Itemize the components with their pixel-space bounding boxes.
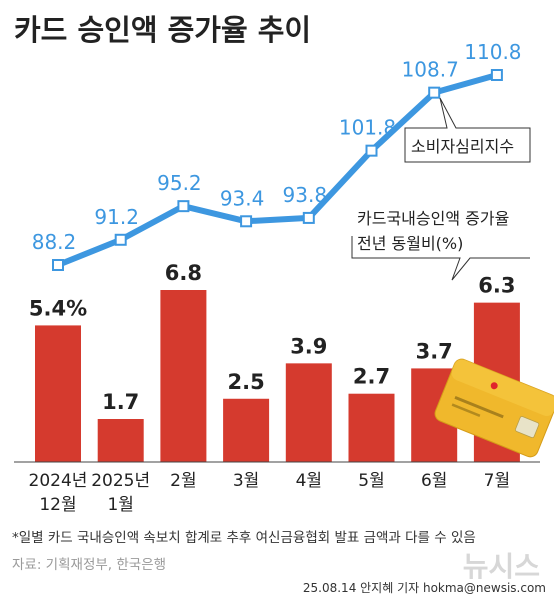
line-point-7 xyxy=(490,69,503,81)
x-tick-label-1-1: 1월 xyxy=(107,495,133,515)
x-tick-label-5-0: 5월 xyxy=(358,471,384,491)
line-point-4 xyxy=(302,211,315,224)
x-tick-label-0-0: 2024년 xyxy=(29,471,88,491)
credit: 25.08.14 안지혜 기자 hokma@newsis.com xyxy=(303,581,546,595)
line-callout-bubble xyxy=(404,97,531,163)
line-point-6 xyxy=(428,86,441,99)
bar-value-label-4: 3.9 xyxy=(290,334,327,358)
line-point-0 xyxy=(52,259,64,271)
x-tick-label-3-0: 3월 xyxy=(233,471,259,491)
line-callout: 소비자심리지수 xyxy=(404,97,531,163)
line-value-label-1: 91.2 xyxy=(94,205,139,229)
bar-callout-line2: 전년 동월비(%) xyxy=(357,234,463,253)
line-value-label-5: 101.8 xyxy=(339,116,396,140)
bar-3 xyxy=(223,398,270,462)
line-value-label-2: 95.2 xyxy=(157,171,202,195)
newsis-watermark: 뉴시스 xyxy=(366,548,542,583)
line-value-label-7: 110.8 xyxy=(464,40,521,64)
bar-0 xyxy=(35,325,81,462)
x-tick-label-7-0: 7월 xyxy=(484,471,510,491)
line-point-2 xyxy=(177,200,190,213)
x-tick-label-4-0: 4월 xyxy=(296,471,322,491)
x-tick-label-0-1: 12월 xyxy=(39,495,76,515)
line-path xyxy=(56,72,498,268)
x-tick-label-6-0: 6월 xyxy=(421,471,447,491)
line-callout-text: 소비자심리지수 xyxy=(411,137,514,156)
bar-callout: 카드국내승인액 증가율 전년 동월비(%) xyxy=(351,209,530,281)
line-value-label-4: 93.8 xyxy=(283,183,328,207)
bar-value-label-3: 2.5 xyxy=(227,370,264,394)
bar-value-label-2: 6.8 xyxy=(165,261,202,285)
bar-callout-bubble xyxy=(351,236,530,281)
source: 자료: 기획재정부, 한국은행 xyxy=(12,557,166,573)
bar-value-label-6: 3.7 xyxy=(416,339,453,363)
x-axis: 2024년 12월 2025년 1월 2월 3월 4월 5월 6월 7월 xyxy=(29,471,511,515)
line-point-5 xyxy=(365,144,378,157)
x-tick-label-1-0: 2025년 xyxy=(91,471,150,491)
footnote: *일별 카드 국내승인액 속보치 합계로 추후 여신금융협회 발표 금액과 다를… xyxy=(12,530,476,546)
bar-2 xyxy=(160,290,207,462)
line-value-label-3: 93.4 xyxy=(220,186,265,210)
bar-5 xyxy=(348,393,395,462)
chart-title: 카드 승인액 증가율 추이 xyxy=(14,13,311,47)
line-value-label-6: 108.7 xyxy=(402,58,459,82)
bar-value-label-1: 1.7 xyxy=(102,390,139,414)
bar-value-label-7: 6.3 xyxy=(478,274,515,298)
line-point-3 xyxy=(240,215,253,228)
bar-1 xyxy=(97,419,144,462)
bar-callout-line1: 카드국내승인액 증가율 xyxy=(357,209,509,228)
credit-card-illustration xyxy=(434,358,554,458)
x-tick-label-2-0: 2월 xyxy=(170,471,196,491)
line-point-1 xyxy=(114,233,127,246)
watermark-text: 뉴시스 xyxy=(463,550,540,583)
bar-4 xyxy=(285,363,332,462)
bar-value-label-5: 2.7 xyxy=(353,365,390,389)
bar-value-label-0: 5.4% xyxy=(29,296,87,320)
line-value-label-0: 88.2 xyxy=(32,230,77,254)
